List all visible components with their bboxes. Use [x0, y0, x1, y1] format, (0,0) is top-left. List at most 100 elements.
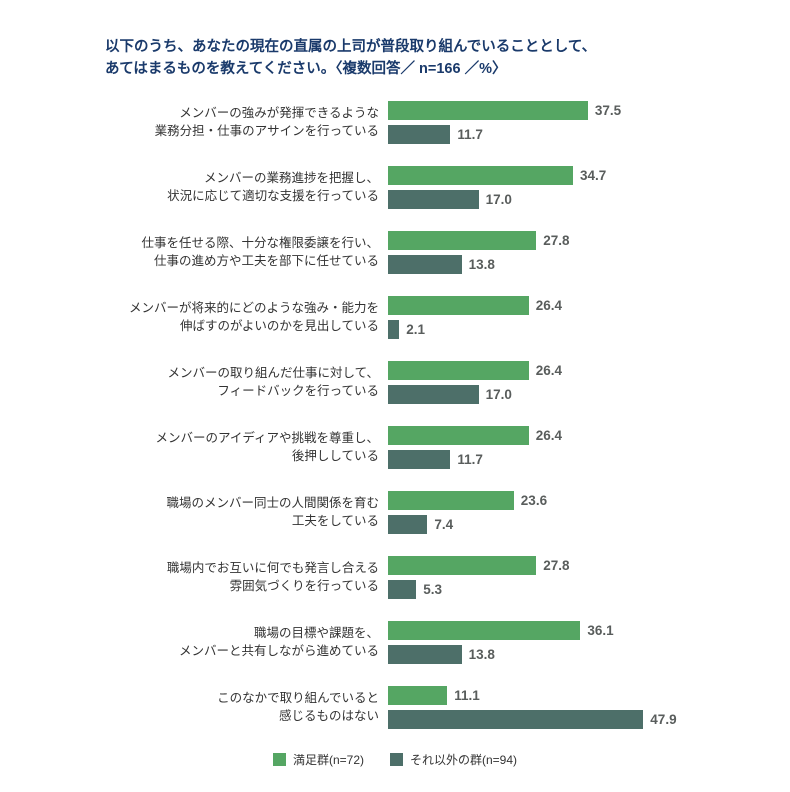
value-label: 11.1	[454, 687, 480, 703]
chart-row: メンバーの強みが発揮できるような 業務分担・仕事のアサインを行っている 37.5 11…	[58, 100, 790, 144]
value-label: 13.8	[468, 646, 495, 662]
bar-line: 7.4	[388, 514, 790, 534]
value-label: 34.7	[580, 167, 607, 183]
bar-group: 36.1 13.8	[388, 620, 790, 664]
chart-row: メンバーが将来的にどのような強み・能力を 伸ばすのがよいのかを見出している 26.4…	[58, 295, 790, 339]
chart-row: このなかで取り組んでいると 感じるものはない 11.1 47.9	[58, 685, 790, 729]
bar-other-group	[388, 254, 462, 274]
bar-line: 2.1	[388, 319, 790, 339]
bar-satisfied-group	[388, 490, 514, 510]
bar-satisfied-group	[388, 165, 573, 185]
category-label: 職場のメンバー同士の人間関係を育む 工夫をしている	[166, 495, 379, 529]
legend-item-satisfied: 満足群(n=72)	[272, 751, 364, 768]
category-label: メンバーが将来的にどのような強み・能力を 伸ばすのがよいのかを見出している	[128, 300, 379, 334]
value-label: 36.1	[587, 622, 614, 638]
bar-line: 17.0	[388, 189, 790, 209]
bar-group: 27.8 13.8	[388, 230, 790, 274]
bar-line: 34.7	[388, 165, 790, 185]
category-label: 仕事を任せる際、十分な権限委譲を行い、 仕事の進め方や工夫を部下に任せている	[141, 235, 379, 269]
bar-line: 26.4	[388, 295, 790, 315]
bar-other-group	[388, 579, 417, 599]
value-label: 17.0	[485, 386, 512, 402]
bar-line: 26.4	[388, 425, 790, 445]
chart-row: 仕事を任せる際、十分な権限委譲を行い、 仕事の進め方や工夫を部下に任せている 27.…	[58, 230, 790, 274]
bar-other-group	[388, 124, 451, 144]
bar-other-group	[388, 189, 479, 209]
value-label: 47.9	[650, 711, 677, 727]
bar-other-group	[388, 644, 462, 664]
bar-group: 27.8 5.3	[388, 555, 790, 599]
category-label: メンバーの強みが発揮できるような 業務分担・仕事のアサインを行っている	[154, 105, 379, 139]
value-label: 17.0	[485, 191, 512, 207]
category-label: 職場の目標や課題を、 メンバーと共有しながら進めている	[178, 625, 379, 659]
chart-row: メンバーの業務進捗を把握し、 状況に応じて適切な支援を行っている 34.7 17.0	[58, 165, 790, 209]
value-label: 26.4	[535, 427, 562, 443]
category-label: メンバーのアイディアや挑戦を尊重し、 後押ししている	[155, 430, 379, 464]
bar-satisfied-group	[388, 555, 537, 575]
value-label: 26.4	[535, 297, 562, 313]
legend-item-other: それ以外の群(n=94)	[390, 751, 517, 768]
category-label: メンバーの取り組んだ仕事に対して、 フィードバックを行っている	[167, 365, 379, 399]
value-label: 2.1	[406, 321, 425, 337]
bar-group: 37.5 11.7	[388, 100, 790, 144]
chart-title-line2: あてはまるものを教えてください。〈複数回答／ n=166 ／%〉	[105, 61, 507, 78]
value-label: 27.8	[543, 557, 570, 573]
chart-row: メンバーのアイディアや挑戦を尊重し、 後押ししている 26.4 11.7	[58, 425, 790, 469]
bar-line: 37.5	[388, 100, 790, 120]
legend-label-satisfied: 満足群(n=72)	[292, 752, 364, 767]
chart-row: 職場のメンバー同士の人間関係を育む 工夫をしている 23.6 7.4	[58, 490, 790, 534]
bar-line: 47.9	[388, 709, 790, 729]
value-label: 13.8	[468, 256, 495, 272]
legend: 満足群(n=72) それ以外の群(n=94)	[0, 751, 790, 768]
chart-row: 職場内でお互いに何でも発言し合える 雰囲気づくりを行っている 27.8 5.3	[58, 555, 790, 599]
bar-line: 23.6	[388, 490, 790, 510]
bar-group: 11.1 47.9	[388, 685, 790, 729]
bar-other-group	[388, 384, 479, 404]
bar-group: 26.4 11.7	[388, 425, 790, 469]
bar-group: 26.4 2.1	[388, 295, 790, 339]
bar-line: 17.0	[388, 384, 790, 404]
bar-other-group	[388, 319, 400, 339]
bar-group: 23.6 7.4	[388, 490, 790, 534]
category-label: メンバーの業務進捗を把握し、 状況に応じて適切な支援を行っている	[167, 170, 379, 204]
bar-satisfied-group	[388, 295, 529, 315]
chart-row: 職場の目標や課題を、 メンバーと共有しながら進めている 36.1 13.8	[58, 620, 790, 664]
legend-label-other: それ以外の群(n=94)	[410, 752, 518, 767]
value-label: 7.4	[434, 516, 454, 532]
value-label: 5.3	[423, 581, 442, 597]
value-label: 26.4	[535, 362, 562, 378]
bar-line: 13.8	[388, 254, 790, 274]
bar-other-group	[388, 709, 644, 729]
bar-satisfied-group	[388, 100, 588, 120]
legend-swatch-satisfied-icon	[272, 752, 286, 766]
bar-line: 13.8	[388, 644, 790, 664]
bar-line: 26.4	[388, 360, 790, 380]
bar-line: 11.7	[388, 449, 790, 469]
bar-line: 5.3	[388, 579, 790, 599]
chart-title-line1: 以下のうち、あなたの現在の直属の上司が普段取り組んでいることとして、	[105, 39, 597, 55]
bar-satisfied-group	[388, 620, 581, 640]
bar-line: 27.8	[388, 230, 790, 250]
chart-title: 以下のうち、あなたの現在の直属の上司が普段取り組んでいることとして、 あてはまる…	[105, 36, 750, 81]
value-label: 37.5	[594, 102, 622, 118]
value-label: 11.7	[457, 451, 483, 467]
bar-satisfied-group	[388, 230, 537, 250]
bar-satisfied-group	[388, 425, 529, 445]
bar-chart: メンバーの強みが発揮できるような 業務分担・仕事のアサインを行っている 37.5 11…	[58, 100, 790, 729]
value-label: 11.7	[457, 126, 483, 142]
bar-line: 11.7	[388, 124, 790, 144]
bar-satisfied-group	[388, 360, 529, 380]
chart-row: メンバーの取り組んだ仕事に対して、 フィードバックを行っている 26.4 17.0	[58, 360, 790, 404]
category-label: 職場内でお互いに何でも発言し合える 雰囲気づくりを行っている	[166, 560, 379, 594]
bar-satisfied-group	[388, 685, 448, 705]
value-label: 23.6	[520, 492, 548, 508]
bar-group: 34.7 17.0	[388, 165, 790, 209]
bar-other-group	[388, 449, 451, 469]
bar-other-group	[388, 514, 428, 534]
bar-line: 27.8	[388, 555, 790, 575]
legend-swatch-other-icon	[390, 752, 403, 766]
bar-group: 26.4 17.0	[388, 360, 790, 404]
bar-line: 11.1	[388, 685, 790, 705]
category-label: このなかで取り組んでいると 感じるものはない	[217, 690, 379, 724]
